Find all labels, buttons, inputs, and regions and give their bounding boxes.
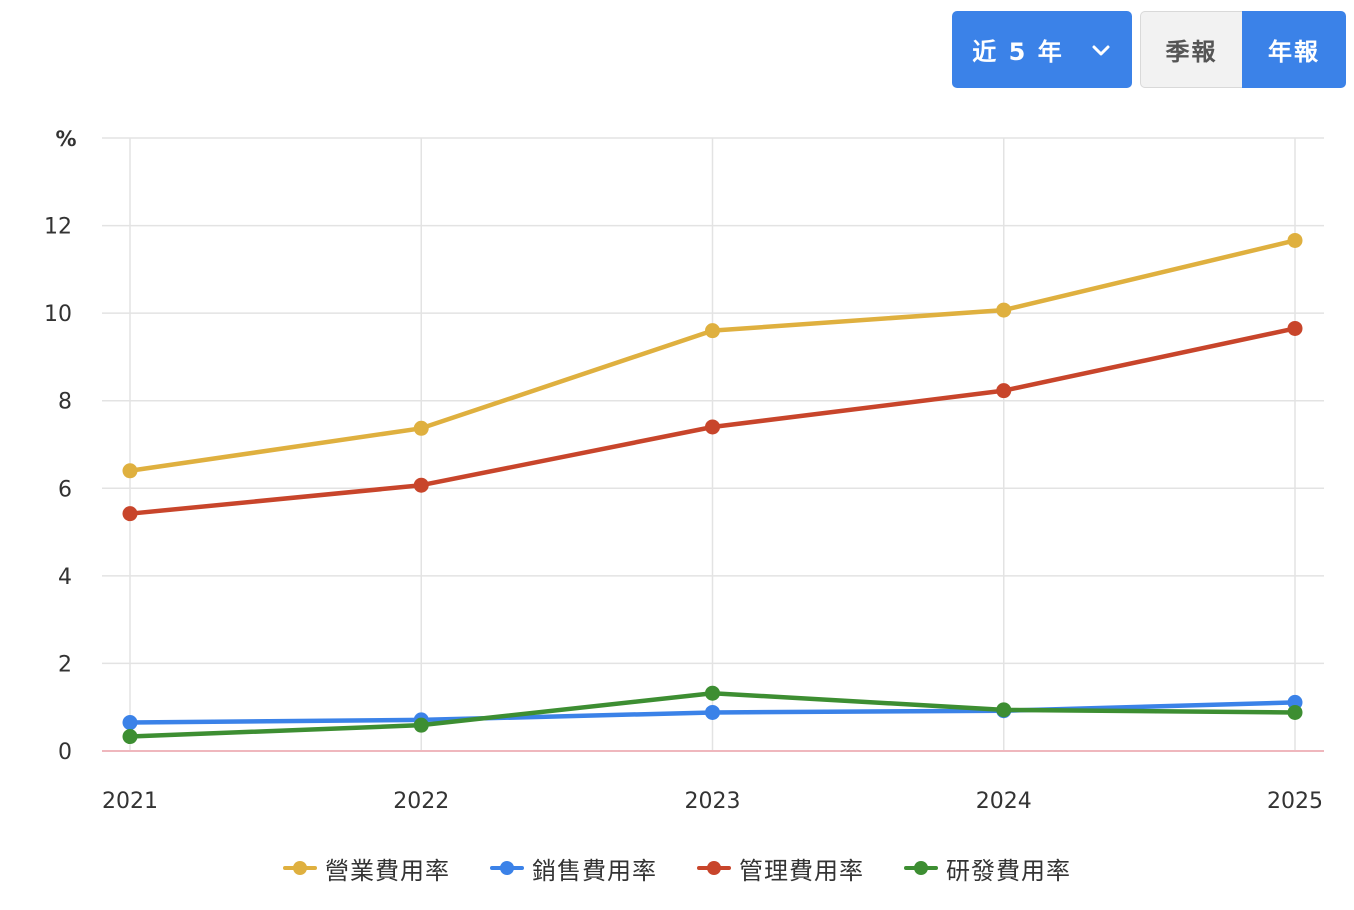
data-point [1287,320,1303,336]
data-point [996,302,1012,318]
data-point [1287,704,1303,720]
chart-legend: 營業費用率 銷售費用率 管理費用率 研發費用率 [0,846,1354,890]
x-tick-label: 2022 [393,789,449,814]
annual-tab[interactable]: 年報 [1242,11,1346,88]
legend-item-3[interactable]: 管理費用率 [697,851,864,886]
legend-item-1[interactable]: 營業費用率 [283,851,450,886]
y-tick-label: 12 [44,215,72,240]
legend-item-4[interactable]: 研發費用率 [904,851,1071,886]
legend-swatch [904,861,938,875]
legend-swatch [697,861,731,875]
x-tick-label: 2023 [685,789,741,814]
data-point [996,383,1012,399]
quarterly-tab[interactable]: 季報 [1140,11,1242,88]
y-axis-unit-label: % [55,127,76,151]
y-tick-label: 8 [58,390,72,415]
legend-label: 研發費用率 [946,856,1071,885]
chart-toolbar: 近 5 年 季報 年報 [952,11,1346,88]
time-range-dropdown[interactable]: 近 5 年 [952,11,1132,88]
data-point [705,419,720,435]
data-point [122,463,138,479]
x-tick-label: 2021 [102,789,158,814]
data-point [1287,232,1303,248]
y-tick-label: 4 [58,565,72,590]
y-tick-label: 2 [58,652,72,677]
chevron-down-icon [1092,45,1110,55]
legend-swatch [283,861,317,875]
y-tick-label: 6 [58,477,72,502]
annual-tab-label: 年報 [1268,38,1320,66]
data-point [413,717,429,733]
data-point [122,715,138,731]
line-chart: 0 2 4 6 8 10 12% 2021 2022 2023 2024 2025 [44,127,1324,814]
data-point [122,506,138,522]
time-range-label: 近 5 年 [972,38,1064,66]
legend-label: 營業費用率 [325,856,450,885]
data-point [122,729,138,745]
x-tick-label: 2024 [976,789,1032,814]
data-point [705,685,720,701]
data-point [996,702,1012,718]
quarterly-tab-label: 季報 [1165,38,1218,66]
y-tick-label: 0 [58,740,72,765]
data-point [413,477,429,493]
legend-label: 管理費用率 [739,856,864,885]
legend-item-2[interactable]: 銷售費用率 [490,851,657,886]
data-point [705,323,720,339]
y-tick-label: 10 [44,302,72,327]
data-point [705,704,720,720]
legend-swatch [490,861,524,875]
data-point [413,420,429,436]
x-tick-label: 2025 [1267,789,1323,814]
legend-label: 銷售費用率 [532,856,657,885]
